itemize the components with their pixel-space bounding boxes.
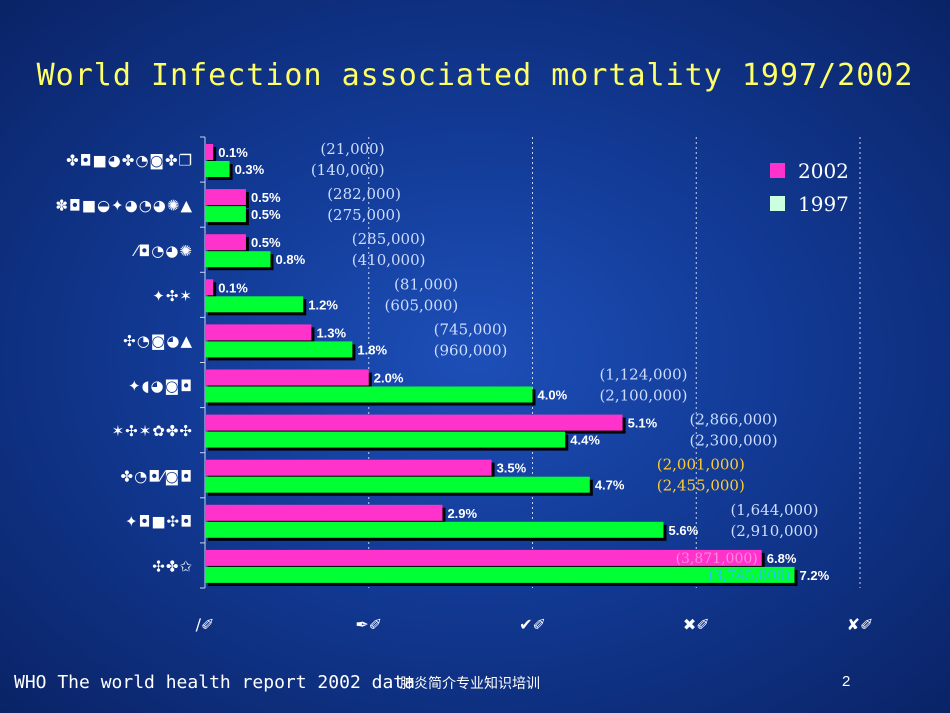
death-count-1997: (3,745,000) [708,568,790,584]
data-label-2002: 5.1% [628,416,658,431]
death-count-2002: (2,866,000) [690,411,778,429]
death-count-2002: (282,000) [327,185,401,203]
data-label-1997: 5.6% [669,523,699,538]
bar-2002 [205,144,214,160]
bar-2002 [205,234,246,251]
category-label: ✦◘■✣◘ [125,512,193,530]
category-label: ✽◘■◒✦◕◔◕✺▲ [55,197,193,215]
bar-2002 [205,369,369,386]
legend-swatch [770,196,785,211]
data-label-1997: 7.2% [800,568,830,583]
bar-1997 [205,431,566,448]
legend-label: 2002 [798,159,849,183]
chart-title: World Infection associated mortality 199… [36,58,914,93]
death-count-2002: (1,124,000) [599,366,687,384]
category-label: ✤◔◘⁄◙◘ [121,467,193,485]
death-count-1997: (140,000) [311,161,385,179]
category-label: ✦✣✶ [152,287,193,305]
bar-1997 [205,341,353,358]
bar-1997 [205,521,664,538]
category-label: ✤◘■◕✤◔◙✤❐ [66,152,193,170]
x-tick-label: ✖✐ [683,615,710,634]
death-count-2002: (285,000) [352,230,426,248]
data-label-1997: 4.4% [570,433,600,448]
category-label: ⁄◘◔◕✺ [132,242,193,260]
death-count-2002: (3,871,000) [676,551,758,567]
bar-1997 [205,296,304,313]
bar-1997 [205,476,590,493]
bar-2002 [205,279,214,296]
legend-label: 1997 [798,192,849,216]
death-count-1997: (2,910,000) [730,522,818,540]
category-label: ✣◔◙◕▲ [123,332,193,350]
bar-2002 [205,414,623,431]
data-label-2002: 2.9% [447,506,477,521]
death-count-1997: (410,000) [352,251,426,269]
death-count-1997: (2,300,000) [690,432,778,450]
data-label-2002: 0.1% [218,280,248,295]
data-label-1997: 0.5% [251,207,281,222]
bar-2002 [205,324,312,341]
death-count-1997: (605,000) [385,296,459,314]
x-tick-label: ∕✐ [196,615,215,634]
death-count-2002: (1,644,000) [730,501,818,519]
death-count-1997: (960,000) [434,341,508,359]
data-label-2002: 1.3% [316,325,346,340]
bar-1997 [205,386,533,403]
death-count-1997: (275,000) [327,206,401,224]
source-footer: WHO The world health report 2002 data [14,672,415,693]
data-label-1997: 4.7% [595,478,625,493]
death-count-2002: (745,000) [434,320,508,338]
data-label-2002: 2.0% [374,371,404,386]
category-label: ✶✣✶✿✤✣ [112,422,193,440]
death-count-2002: (2,001,000) [657,456,745,474]
bar-2002 [205,549,762,566]
x-tick-label: ✒✐ [355,615,382,634]
x-tick-label: ✔✐ [519,615,546,634]
bar-1997 [205,206,246,223]
x-tick-label: ✘✐ [847,615,874,634]
data-label-1997: 0.3% [235,162,265,177]
legend-swatch [770,163,785,178]
data-label-1997: 0.8% [276,252,306,267]
data-label-2002: 0.1% [218,145,248,160]
data-label-2002: 0.5% [251,190,281,205]
bar-1997 [205,161,230,177]
death-count-1997: (2,455,000) [657,477,745,495]
data-label-1997: 4.0% [538,388,568,403]
bar-2002 [205,459,492,476]
death-count-2002: (21,000) [320,140,384,158]
category-label: ✣✤✩ [152,557,193,575]
data-label-1997: 1.2% [308,297,338,312]
bar-2002 [205,504,443,521]
death-count-2002: (81,000) [394,275,458,293]
data-label-1997: 1.8% [357,342,387,357]
data-label-2002: 6.8% [767,551,797,566]
bar-1997 [205,566,795,583]
death-count-1997: (2,100,000) [599,387,687,405]
bar-2002 [205,189,246,206]
bar-1997 [205,251,271,268]
data-label-2002: 3.5% [497,461,527,476]
watermark-text: 肺炎简介专业知识培训 [400,676,540,692]
category-label: ✦◖◕◙◘ [128,377,193,395]
page-number: 2 [842,673,851,690]
data-label-2002: 0.5% [251,235,281,250]
